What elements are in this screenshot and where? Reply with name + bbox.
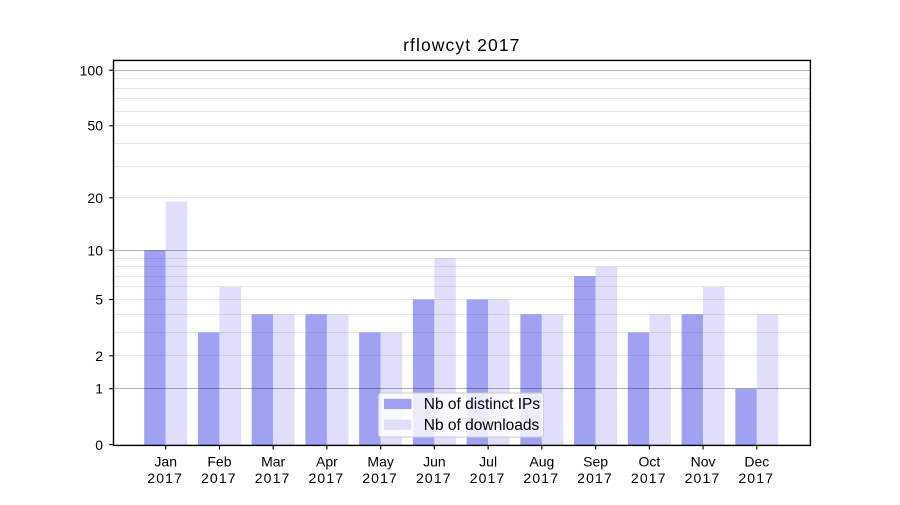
svg-text:50: 50 <box>87 118 103 134</box>
svg-text:0: 0 <box>95 437 103 453</box>
svg-text:Jul: Jul <box>479 454 497 470</box>
svg-text:Jan: Jan <box>154 454 177 470</box>
svg-text:Oct: Oct <box>638 454 660 470</box>
svg-text:2017: 2017 <box>523 470 559 486</box>
svg-text:20: 20 <box>87 190 103 206</box>
svg-text:10: 10 <box>87 242 103 258</box>
svg-text:2017: 2017 <box>738 470 774 486</box>
svg-text:2017: 2017 <box>631 470 667 486</box>
svg-text:2017: 2017 <box>685 470 721 486</box>
svg-text:2017: 2017 <box>416 470 452 486</box>
svg-text:Apr: Apr <box>316 454 338 470</box>
svg-text:Dec: Dec <box>744 454 769 470</box>
svg-text:Mar: Mar <box>261 454 285 470</box>
svg-text:2017: 2017 <box>577 470 613 486</box>
svg-text:100: 100 <box>80 62 104 78</box>
svg-text:Jun: Jun <box>423 454 446 470</box>
svg-text:Feb: Feb <box>207 454 231 470</box>
svg-text:Nov: Nov <box>691 454 716 470</box>
svg-text:2017: 2017 <box>470 470 506 486</box>
svg-text:2017: 2017 <box>201 470 237 486</box>
svg-text:Sep: Sep <box>583 454 608 470</box>
svg-text:Nb of distinct IPs: Nb of distinct IPs <box>424 396 541 413</box>
svg-text:5: 5 <box>95 292 103 308</box>
svg-text:1: 1 <box>95 381 103 397</box>
svg-text:2017: 2017 <box>362 470 398 486</box>
svg-text:rflowcyt 2017: rflowcyt 2017 <box>403 35 520 55</box>
svg-text:2017: 2017 <box>308 470 344 486</box>
svg-text:2: 2 <box>95 348 103 364</box>
svg-text:Aug: Aug <box>529 454 554 470</box>
svg-text:May: May <box>367 454 393 470</box>
svg-text:2017: 2017 <box>147 470 183 486</box>
svg-text:Nb of downloads: Nb of downloads <box>424 417 540 434</box>
svg-text:2017: 2017 <box>255 470 291 486</box>
